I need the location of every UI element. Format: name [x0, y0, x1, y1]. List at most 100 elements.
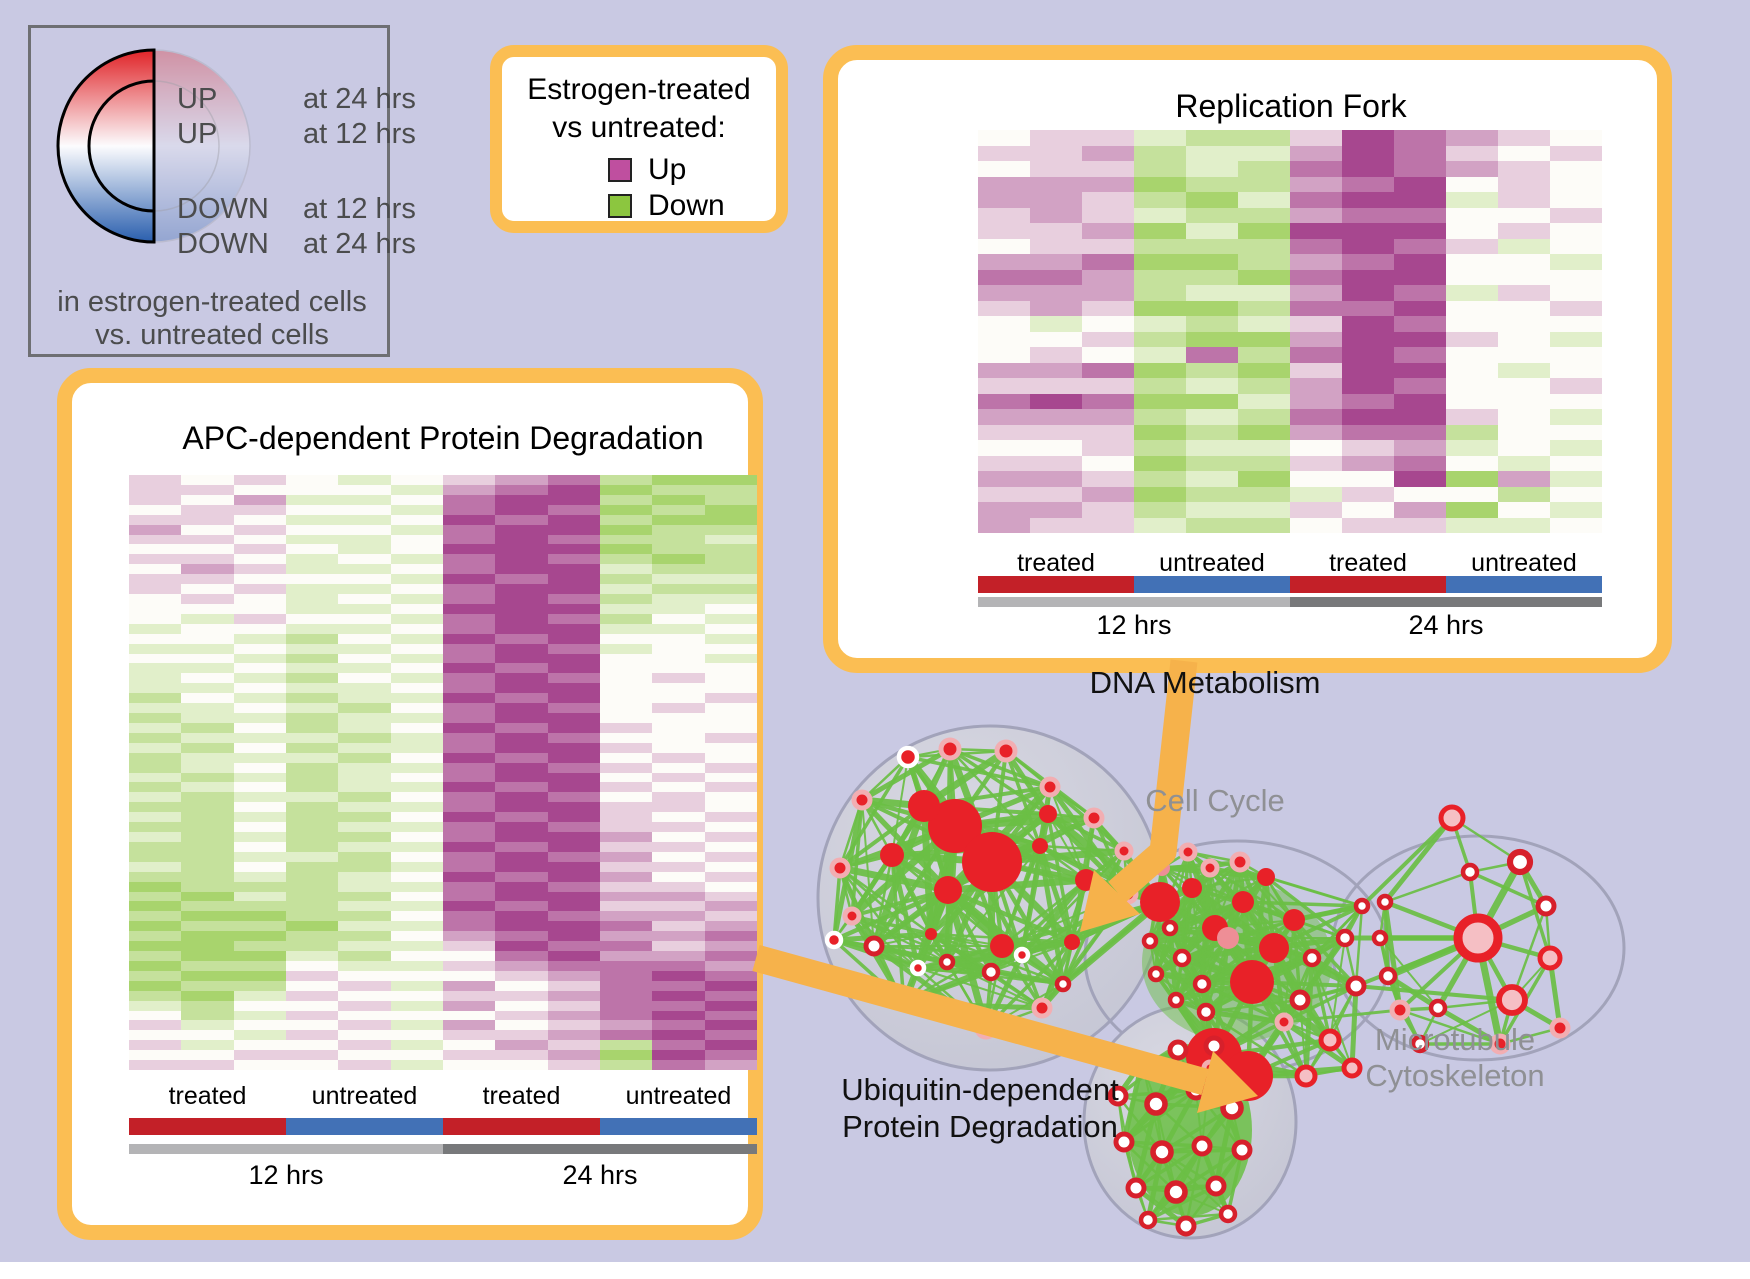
heat-cell: [1394, 316, 1446, 332]
gene-node-red-ring-white-center: [1231, 1139, 1253, 1161]
heat-cell: [495, 792, 548, 803]
heat-cell: [1238, 238, 1290, 254]
network-edge: [944, 876, 1090, 894]
heat-cell: [181, 832, 234, 842]
heat-cell: [233, 713, 286, 723]
heat-cell: [1394, 440, 1446, 456]
heat-cell: [599, 544, 653, 555]
gene-node-red-ring-white-center: [1054, 975, 1072, 993]
gene-node-red-ring-white-center: [1345, 975, 1367, 997]
heat-cell: [652, 980, 705, 991]
heat-cell: [338, 911, 391, 922]
heat-cell: [547, 970, 600, 981]
network-edge: [1174, 900, 1245, 1002]
heat-cell: [547, 1000, 600, 1011]
network-edge: [1061, 940, 1074, 986]
network-edge: [1190, 886, 1217, 930]
network-edge: [990, 860, 1024, 957]
heat-cell: [704, 752, 757, 763]
network-edge: [1167, 925, 1231, 941]
heat-cell: [547, 931, 600, 942]
heat-cell: [338, 564, 391, 575]
network-edge: [1281, 1019, 1355, 1071]
network-edge: [1241, 875, 1268, 904]
network-edge: [1140, 1048, 1180, 1064]
treatment-bar: [600, 1118, 757, 1135]
heat-cell: [233, 633, 286, 644]
heat-cell: [129, 891, 182, 902]
time-label: 12 hrs: [1096, 610, 1172, 640]
network-edge: [945, 887, 994, 975]
heat-cell: [547, 722, 600, 733]
heat-cell: [338, 1000, 391, 1011]
heat-cell: [285, 1030, 339, 1041]
heat-cell: [599, 1000, 653, 1011]
network-edge: [831, 887, 951, 943]
network-edge: [1004, 749, 1096, 820]
heat-cell: [1082, 238, 1134, 254]
heat-cell: [652, 732, 705, 743]
heat-cell: [495, 1040, 548, 1051]
heat-cell: [1030, 502, 1082, 518]
gene-node-solid-red: [1182, 878, 1202, 898]
heat-cell: [1498, 130, 1550, 146]
gene-node-red-ring-white-center: [1218, 1204, 1238, 1224]
heat-cell: [1342, 145, 1394, 161]
heat-cell: [181, 514, 234, 525]
heat-cell: [442, 762, 496, 773]
network-edge: [1186, 850, 1212, 870]
heat-cell: [442, 732, 496, 743]
time-bar-12hrs: [978, 597, 1290, 607]
heat-cell: [704, 921, 757, 932]
gene-node-red-ring-white-center: [1289, 989, 1311, 1011]
heat-cell: [652, 534, 705, 545]
heat-cell: [233, 475, 286, 485]
heat-cell: [1394, 331, 1446, 347]
heat-cell: [338, 832, 391, 842]
heat-cell: [1186, 269, 1238, 285]
heat-cell: [233, 534, 286, 545]
heat-cell: [704, 1000, 757, 1011]
heat-cell: [599, 951, 653, 961]
network-edge: [1270, 944, 1360, 990]
network-edge: [1468, 870, 1548, 908]
network-edge: [1201, 983, 1301, 1001]
heat-cell: [338, 1010, 391, 1021]
network-edge: [860, 798, 994, 864]
gene-node-solid-red: [1032, 838, 1048, 854]
heat-cell: [495, 861, 548, 872]
network-edge: [1199, 1143, 1231, 1217]
heat-cell: [442, 990, 496, 1001]
heat-cell: [704, 881, 757, 892]
heat-cell: [285, 673, 339, 684]
network-edge: [946, 961, 1043, 1009]
heat-cell: [495, 970, 548, 981]
heat-cell: [442, 703, 496, 713]
heat-cell: [599, 871, 653, 882]
network-edge: [948, 747, 1050, 816]
heat-cell: [495, 812, 548, 823]
network-edge: [1212, 925, 1315, 961]
heat-cell: [129, 554, 182, 565]
network-edge: [1212, 925, 1277, 951]
heat-cell: [181, 911, 234, 922]
network-edge: [872, 944, 920, 970]
heat-cell: [390, 693, 443, 704]
network-edge: [1174, 1148, 1244, 1194]
heat-cell: [390, 792, 443, 803]
network-edge: [989, 859, 1089, 883]
heat-cell: [285, 1050, 339, 1061]
heat-cell: [547, 683, 600, 694]
network-edge: [1020, 844, 1042, 957]
heat-cell: [1550, 161, 1602, 177]
network-edge: [891, 756, 909, 856]
network-edge: [1382, 899, 1403, 1013]
heat-cell: [338, 960, 391, 971]
heat-cell: [338, 623, 391, 634]
heat-cell: [1342, 285, 1394, 301]
gene-node-white-ring-red-center: [909, 959, 927, 977]
heat-cell: [1238, 486, 1290, 502]
heat-cell: [599, 1040, 653, 1051]
heat-cell: [285, 554, 339, 565]
network-edge: [1069, 899, 1163, 945]
